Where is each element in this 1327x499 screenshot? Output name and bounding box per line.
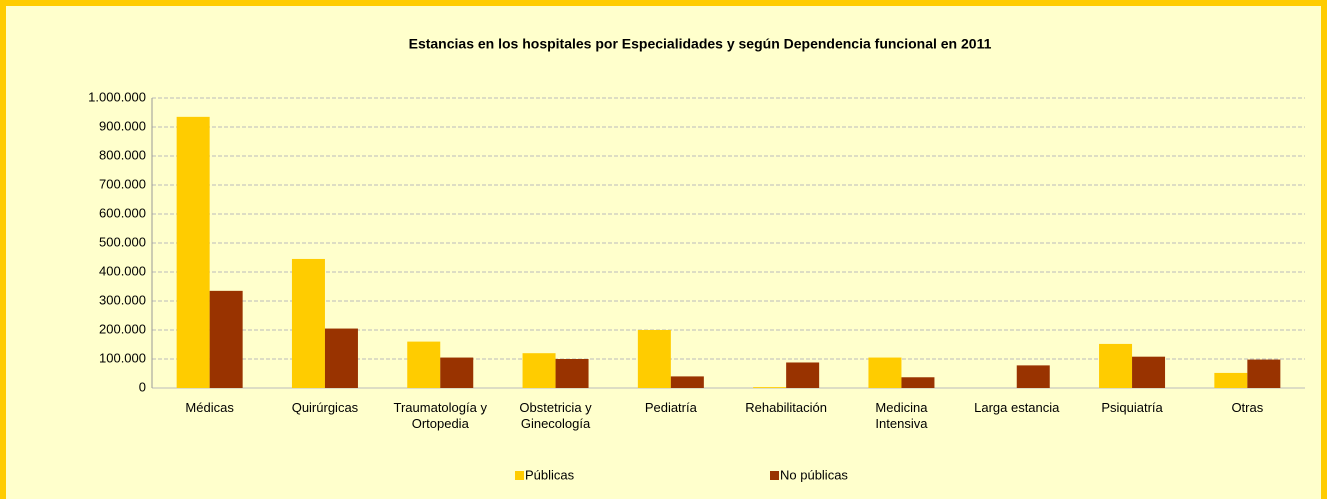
bar [209, 290, 243, 388]
x-tick-label: Traumatología y Ortopedia [393, 400, 487, 431]
bar [868, 357, 902, 388]
bar [407, 341, 441, 388]
x-tick-label: Psiquiatría [1101, 400, 1163, 415]
y-tick-label: 1.000.000 [88, 89, 146, 104]
bar [1214, 372, 1248, 388]
x-tick-label: Larga estancia [974, 400, 1060, 415]
bar [1099, 343, 1133, 388]
bar [637, 330, 671, 388]
y-tick-label: 100.000 [99, 350, 146, 365]
bar [1247, 359, 1281, 388]
x-tick-label: Pediatría [644, 400, 697, 415]
y-tick-label: 0 [139, 379, 146, 394]
x-tick-label: Otras [1231, 400, 1264, 415]
y-tick-label: 600.000 [99, 205, 146, 220]
y-tick-label: 300.000 [99, 292, 146, 307]
bar [901, 377, 935, 388]
legend-swatch [770, 471, 779, 480]
legend-swatch [515, 471, 524, 480]
bar [670, 376, 704, 388]
legend-label: Públicas [525, 467, 575, 482]
legend-label: No públicas [780, 467, 848, 482]
bar [786, 362, 820, 388]
x-tick-label: Rehabilitación [745, 400, 827, 415]
x-tick-label: Quirúrgicas [291, 400, 359, 415]
bar [291, 258, 325, 388]
x-tick-label: Obstetricia y Ginecología [519, 400, 592, 431]
y-tick-label: 200.000 [99, 321, 146, 336]
bar [555, 359, 589, 388]
bar [440, 357, 474, 388]
bar [324, 328, 358, 388]
chart-title: Estancias en los hospitales por Especial… [409, 36, 992, 52]
y-tick-label: 500.000 [99, 234, 146, 249]
bar [176, 116, 210, 388]
y-tick-label: 400.000 [99, 263, 146, 278]
bar [1016, 365, 1050, 388]
x-tick-label: Médicas [185, 400, 234, 415]
y-tick-label: 800.000 [99, 147, 146, 162]
y-tick-label: 700.000 [99, 176, 146, 191]
y-tick-label: 900.000 [99, 118, 146, 133]
bar [1132, 356, 1166, 388]
x-tick-label: Medicina Intensiva [875, 400, 928, 431]
bar [522, 353, 556, 388]
bar [753, 387, 787, 388]
